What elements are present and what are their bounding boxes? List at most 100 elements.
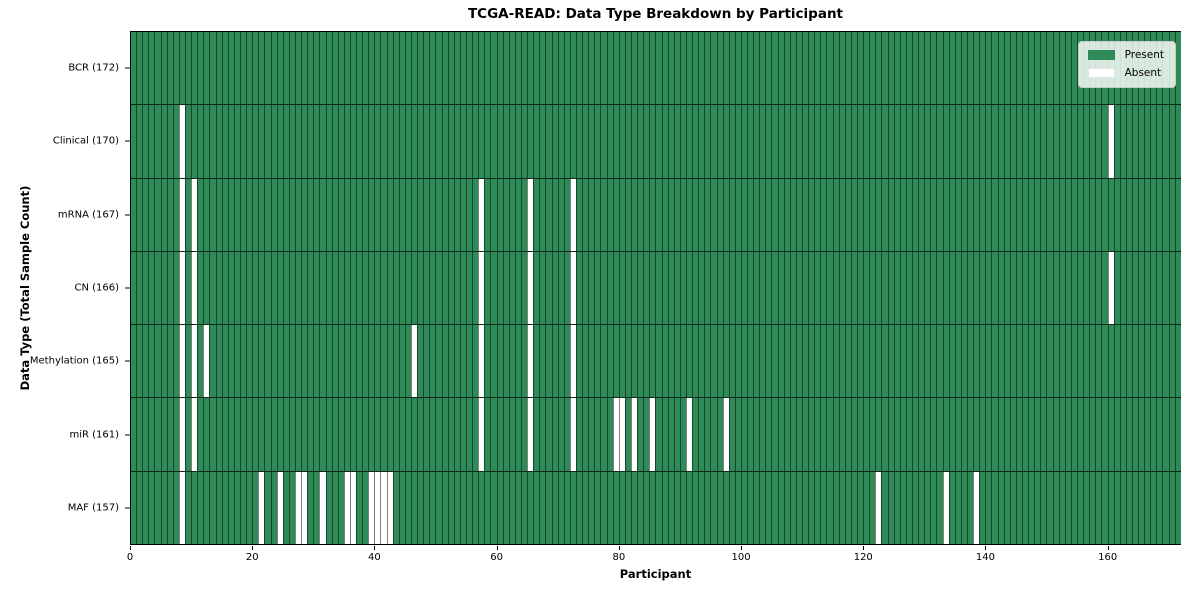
heatmap-cell — [722, 325, 729, 398]
x-tick-mark — [863, 546, 865, 550]
heatmap-cell — [136, 325, 143, 398]
heatmap-cell — [661, 251, 668, 325]
heatmap-cell — [1028, 105, 1035, 178]
heatmap-cell — [1131, 471, 1139, 544]
heatmap-cell — [337, 178, 344, 251]
heatmap-cell — [618, 178, 625, 251]
heatmap-cell — [1040, 325, 1047, 398]
heatmap-cell — [979, 178, 986, 251]
heatmap-cell — [893, 32, 900, 105]
heatmap-cell — [997, 178, 1004, 251]
heatmap-cell — [661, 32, 668, 105]
heatmap-cell — [1168, 471, 1175, 544]
heatmap-cell — [301, 178, 308, 251]
heatmap-cell — [301, 105, 308, 178]
heatmap-cell — [783, 105, 790, 178]
heatmap-cell — [936, 178, 943, 251]
heatmap-cell — [924, 398, 931, 471]
heatmap-cell — [594, 471, 601, 544]
heatmap-cell — [246, 178, 253, 251]
heatmap-cell — [258, 105, 265, 178]
heatmap-cell — [1113, 178, 1120, 251]
heatmap-cell — [1113, 105, 1120, 178]
heatmap-cell — [527, 32, 534, 105]
heatmap-cell — [307, 32, 314, 105]
heatmap-cell — [227, 105, 234, 178]
heatmap-cell — [863, 325, 870, 398]
heatmap-cell — [960, 178, 967, 251]
heatmap-cell — [1162, 398, 1169, 471]
heatmap-cell — [527, 105, 534, 178]
heatmap-cell — [1083, 105, 1090, 178]
heatmap-cell — [1076, 105, 1084, 178]
heatmap-cell — [612, 471, 619, 544]
heatmap-cell — [765, 471, 772, 544]
heatmap-cell — [197, 471, 204, 544]
heatmap-cell — [918, 32, 925, 105]
heatmap-cell — [221, 251, 228, 325]
heatmap-cell — [252, 105, 259, 178]
heatmap-cell — [349, 32, 357, 105]
heatmap-cell — [728, 325, 735, 398]
heatmap-cell — [1070, 178, 1077, 251]
heatmap-cell — [301, 325, 308, 398]
heatmap-cell — [722, 32, 729, 105]
heatmap-cell — [527, 471, 534, 544]
heatmap-cell — [392, 105, 399, 178]
heatmap-cell — [710, 325, 717, 398]
heatmap-cell — [380, 32, 387, 105]
heatmap-cell — [288, 398, 295, 471]
heatmap-cell — [166, 398, 173, 471]
heatmap-cell — [551, 178, 558, 251]
heatmap-cell — [1107, 105, 1114, 178]
heatmap-cell — [630, 471, 638, 544]
heatmap-cell — [893, 251, 900, 325]
heatmap-cell — [557, 105, 564, 178]
heatmap-cell — [1015, 398, 1022, 471]
heatmap-cell — [239, 325, 247, 398]
heatmap-cell — [362, 105, 369, 178]
heatmap-cell — [527, 178, 534, 251]
heatmap-cell — [942, 251, 949, 325]
heatmap-cell — [282, 471, 289, 544]
heatmap-cell — [459, 178, 467, 251]
heatmap-cell — [404, 105, 412, 178]
heatmap-cell — [753, 32, 760, 105]
heatmap-cell — [1015, 178, 1022, 251]
heatmap-cell — [698, 398, 705, 471]
heatmap-cell — [838, 32, 845, 105]
heatmap-cell — [331, 471, 338, 544]
heatmap-cell — [667, 398, 674, 471]
heatmap-cell — [246, 32, 253, 105]
heatmap-cell — [740, 325, 748, 398]
heatmap-cell — [154, 32, 161, 105]
heatmap-cell — [783, 32, 790, 105]
heatmap-cell — [1070, 325, 1077, 398]
heatmap-cell — [1125, 105, 1132, 178]
heatmap-cell — [844, 32, 851, 105]
heatmap-cell — [154, 325, 161, 398]
heatmap-cell — [582, 471, 589, 544]
heatmap-cell — [600, 105, 607, 178]
heatmap-cell — [850, 251, 858, 325]
heatmap-cell — [747, 178, 754, 251]
heatmap-cell — [386, 325, 393, 398]
x-tick-mark — [1107, 546, 1109, 550]
heatmap-cell — [649, 105, 656, 178]
heatmap-cell — [282, 325, 289, 398]
heatmap-cell — [1131, 105, 1139, 178]
heatmap-cell — [802, 325, 809, 398]
heatmap-cell — [930, 32, 937, 105]
legend: Present Absent — [1077, 41, 1176, 88]
heatmap-cell — [154, 251, 161, 325]
heatmap-cell — [569, 178, 576, 251]
heatmap-cell — [484, 178, 491, 251]
legend-absent-label: Absent — [1124, 67, 1162, 79]
heatmap-cell — [453, 398, 460, 471]
heatmap-cell — [563, 398, 570, 471]
heatmap-cell — [612, 178, 619, 251]
heatmap-cell — [252, 471, 259, 544]
heatmap-cell — [624, 178, 631, 251]
heatmap-cell — [404, 32, 412, 105]
heatmap-cell — [466, 325, 473, 398]
